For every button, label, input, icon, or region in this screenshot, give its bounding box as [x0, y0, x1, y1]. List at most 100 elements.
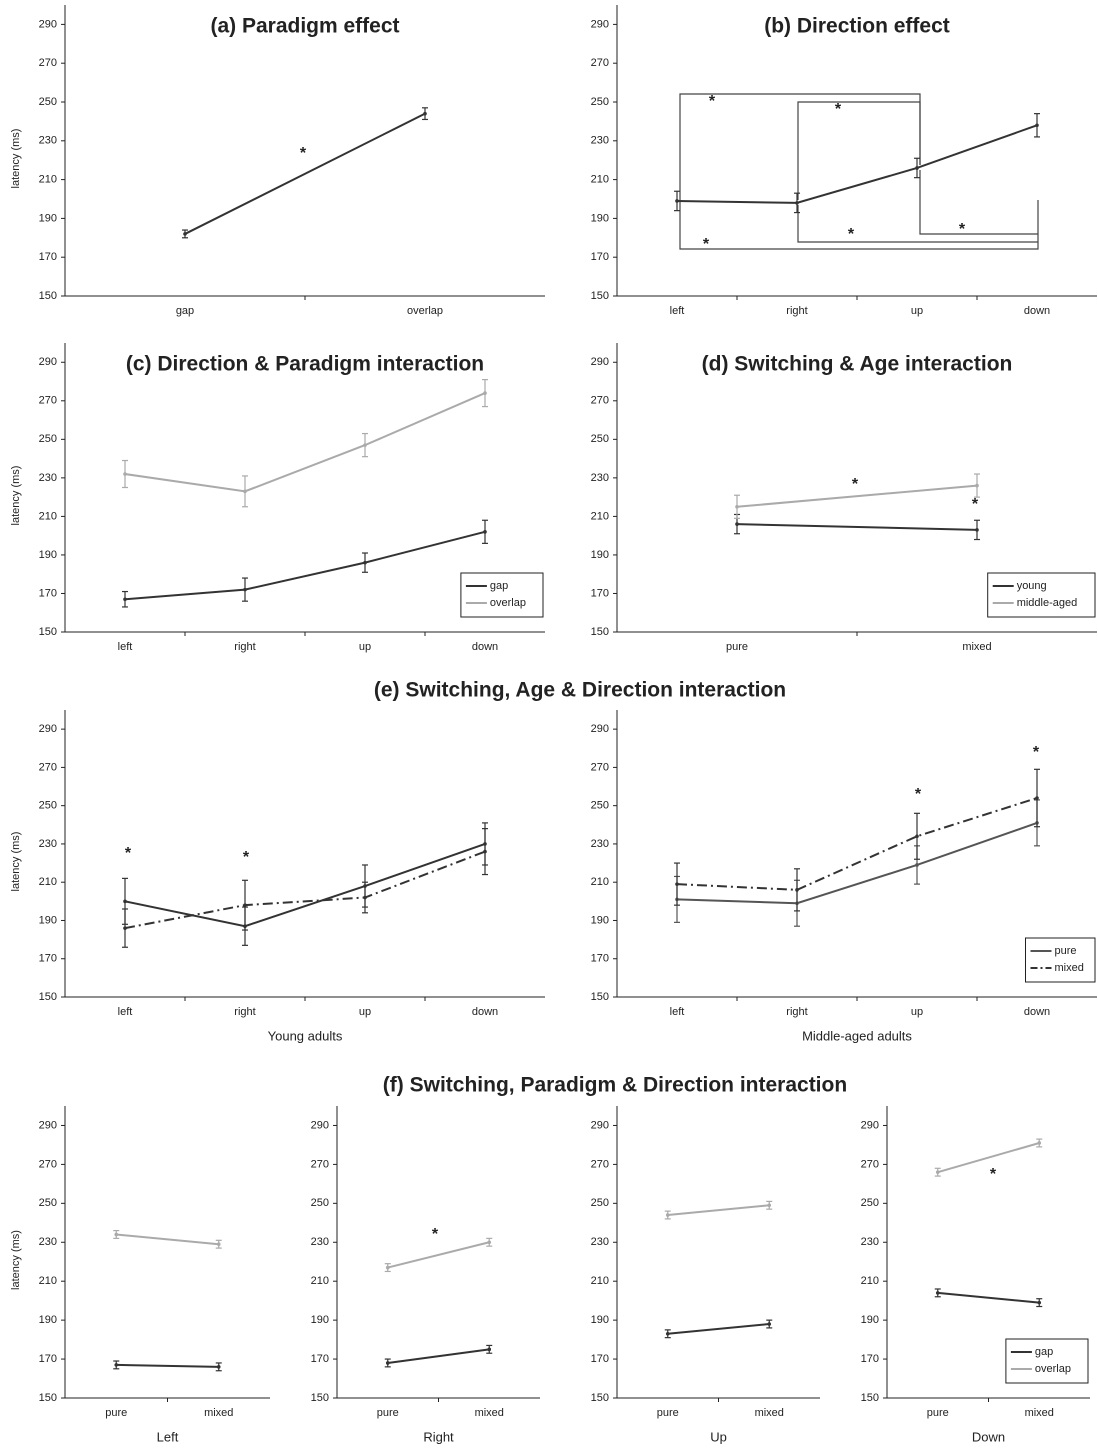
series-line: [184, 112, 426, 235]
series-line: [124, 530, 486, 601]
series-line: [676, 821, 1038, 905]
x-axis-label: Middle-aged adults: [802, 1028, 912, 1043]
point: [363, 895, 367, 900]
legend-label: middle-aged: [1017, 597, 1078, 609]
y-tick-label: 210: [39, 876, 57, 888]
series-line: [124, 842, 486, 928]
y-tick-label: 150: [39, 626, 57, 638]
point: [487, 1240, 492, 1245]
comparison-brackets: [679, 93, 1039, 250]
y-tick-label: 190: [591, 914, 609, 926]
point: [675, 882, 679, 886]
series-line: [387, 1241, 490, 1269]
y-tick-label: 270: [591, 1158, 609, 1170]
point: [795, 201, 799, 205]
series-line: [116, 1363, 219, 1368]
y-tick-label: 210: [39, 1275, 57, 1287]
legend-label: gap: [490, 580, 508, 592]
point: [795, 888, 799, 892]
y-axis-label: latency (ms): [10, 832, 22, 892]
y-tick-label: 270: [591, 761, 609, 773]
y-tick-label: 150: [39, 991, 57, 1003]
point: [123, 926, 127, 930]
point: [483, 530, 487, 534]
x-axis-label: Young adults: [268, 1028, 343, 1043]
bracket: [679, 93, 921, 200]
y-tick-label: 150: [39, 290, 57, 302]
point: [1035, 123, 1039, 128]
y-axis-label: latency (ms): [10, 466, 22, 526]
y-tick-label: 170: [39, 251, 57, 263]
bracket: [679, 200, 1039, 250]
y-tick-label: 190: [39, 549, 57, 561]
y-tick-label: 170: [311, 1353, 329, 1365]
y-tick-label: 270: [39, 1158, 57, 1170]
series-line: [387, 1348, 490, 1364]
legend-box: [1005, 1338, 1089, 1384]
series-line: [124, 392, 486, 493]
bracket: [797, 101, 921, 200]
y-tick-label: 290: [39, 1119, 57, 1131]
annotation: *: [432, 1226, 439, 1243]
annotation: *: [243, 849, 250, 866]
y-tick-label: 250: [39, 800, 57, 812]
point: [183, 232, 187, 236]
y-tick-label: 250: [861, 1197, 879, 1209]
x-tick-label: pure: [377, 1407, 399, 1419]
x-tick-label: pure: [726, 641, 748, 653]
x-axis-label: Right: [423, 1429, 454, 1444]
annotation: *: [703, 236, 710, 253]
chart-title: (d) Switching & Age interaction: [702, 353, 1013, 376]
legend-box: [1025, 937, 1096, 983]
x-tick-label: right: [234, 641, 255, 653]
x-tick-label: up: [911, 305, 923, 317]
y-tick-label: 190: [591, 212, 609, 224]
y-tick-label: 270: [861, 1158, 879, 1170]
y-tick-label: 250: [39, 96, 57, 108]
y-tick-label: 190: [39, 212, 57, 224]
x-tick-label: left: [118, 641, 133, 653]
y-tick-label: 230: [861, 1236, 879, 1248]
y-tick-label: 250: [591, 96, 609, 108]
legend-box: [460, 572, 544, 618]
y-tick-label: 230: [591, 838, 609, 850]
x-tick-label: pure: [105, 1407, 127, 1419]
y-tick-label: 170: [39, 587, 57, 599]
annotation: *: [709, 93, 716, 110]
series-line: [736, 484, 978, 508]
point: [675, 199, 679, 203]
x-tick-label: pure: [927, 1407, 949, 1419]
x-tick-label: mixed: [475, 1407, 504, 1419]
annotation: *: [835, 101, 842, 118]
point: [423, 111, 427, 116]
legend-label: young: [1017, 580, 1047, 592]
point: [243, 489, 247, 494]
legend-label: gap: [1035, 1346, 1053, 1358]
point: [123, 597, 127, 602]
y-tick-label: 210: [591, 1275, 609, 1287]
point: [915, 863, 919, 867]
y-tick-label: 190: [39, 914, 57, 926]
y-tick-label: 170: [39, 1353, 57, 1365]
bracket: [797, 205, 1038, 243]
y-tick-label: 290: [591, 723, 609, 735]
x-tick-label: mixed: [755, 1407, 784, 1419]
y-tick-label: 250: [591, 1197, 609, 1209]
y-tick-label: 270: [591, 57, 609, 69]
bracket: [919, 170, 1038, 235]
y-tick-label: 270: [39, 395, 57, 407]
y-tick-label: 230: [39, 1236, 57, 1248]
series-line: [676, 797, 1038, 891]
legend-label: overlap: [1035, 1363, 1071, 1375]
y-tick-label: 210: [861, 1275, 879, 1287]
legend-label: overlap: [490, 597, 526, 609]
point: [665, 1213, 670, 1217]
point: [243, 903, 247, 907]
point: [735, 522, 739, 526]
point: [483, 849, 487, 854]
y-tick-label: 290: [39, 723, 57, 735]
x-axis-label: Up: [710, 1429, 727, 1444]
y-tick-label: 150: [39, 1392, 57, 1404]
y-tick-label: 190: [311, 1314, 329, 1326]
